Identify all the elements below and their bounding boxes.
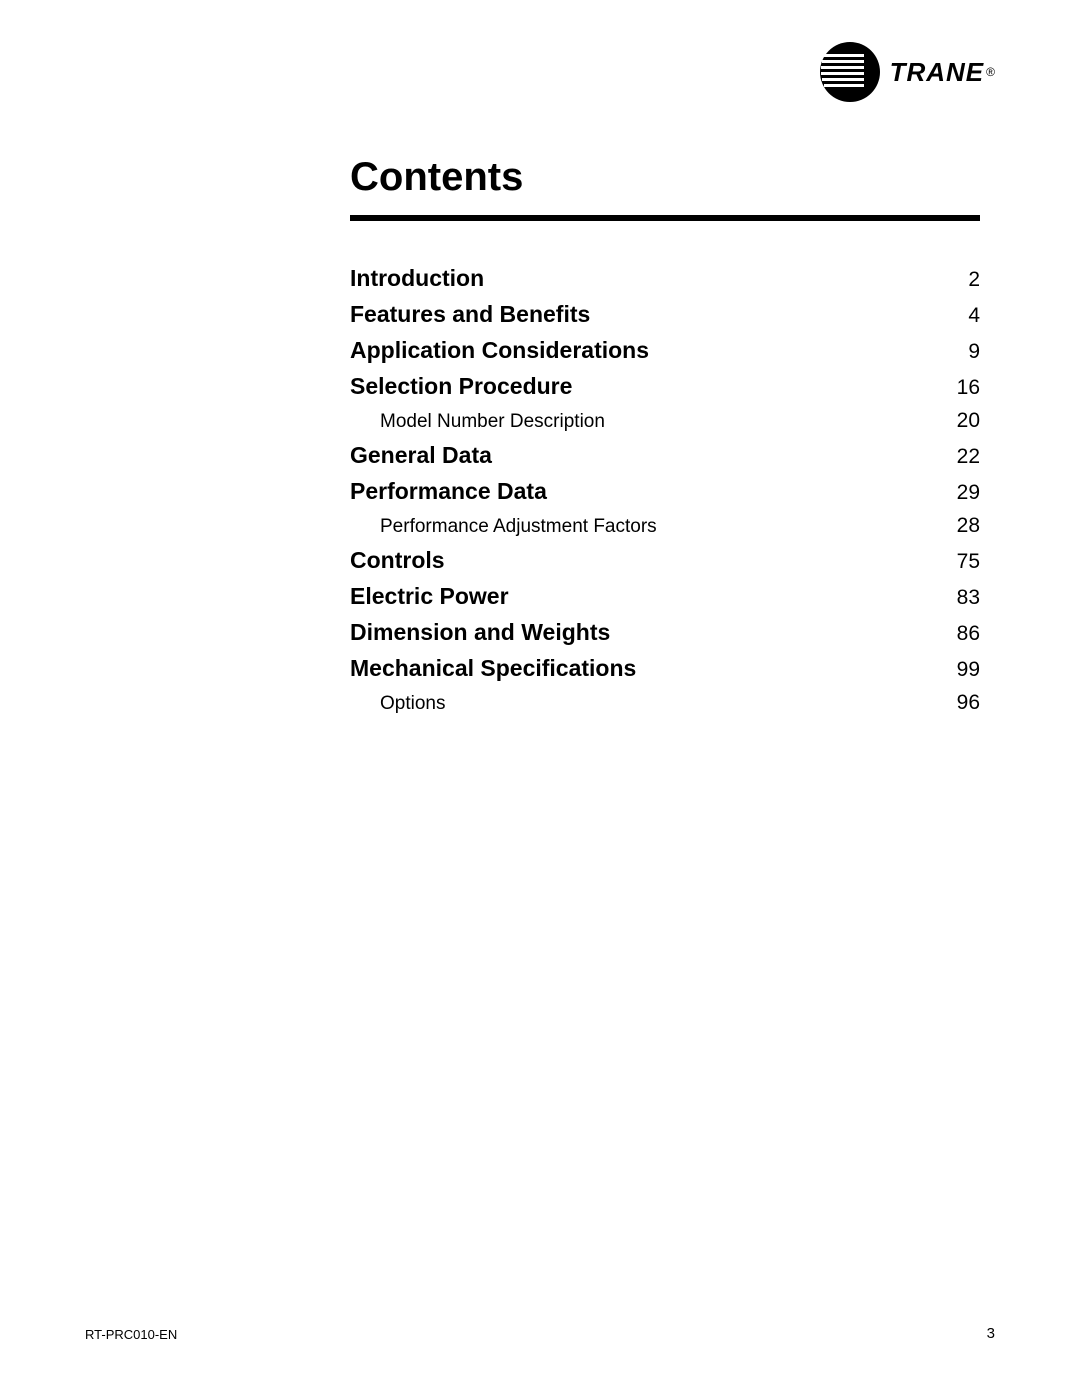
toc-entry-label: General Data xyxy=(350,437,492,473)
toc-entry: Selection Procedure 16 xyxy=(350,368,980,404)
toc-entry-page: 83 xyxy=(940,580,980,616)
toc-entry-label: Electric Power xyxy=(350,578,509,614)
toc-entry: Performance Data 29 xyxy=(350,473,980,509)
document-page: TRANE ® Contents Introduction2Features a… xyxy=(0,0,1080,1397)
toc-entry: Model Number Description 20 xyxy=(350,404,980,437)
toc-entry-page: 96 xyxy=(940,686,980,719)
registered-mark: ® xyxy=(986,65,995,79)
toc-entry-label: Dimension and Weights xyxy=(350,614,610,650)
toc-entry-page: 9 xyxy=(940,334,980,370)
toc-entry: Application Considerations 9 xyxy=(350,332,980,368)
toc-entry-page: 22 xyxy=(940,439,980,475)
table-of-contents: Introduction2Features and Benefits4Appli… xyxy=(350,260,980,719)
toc-entry-page: 16 xyxy=(940,370,980,406)
toc-entry-page: 4 xyxy=(940,298,980,334)
toc-entry-page: 29 xyxy=(940,475,980,511)
toc-entry: General Data 22 xyxy=(350,437,980,473)
toc-entry-label: Mechanical Specifications xyxy=(350,650,636,686)
toc-entry-page: 86 xyxy=(940,616,980,652)
toc-entry-label: Selection Procedure xyxy=(350,368,572,404)
toc-entry: Mechanical Specifications 99 xyxy=(350,650,980,686)
toc-entry: Introduction 2 xyxy=(350,260,980,296)
toc-entry-label: Options xyxy=(350,687,445,720)
footer-doc-id: RT-PRC010-EN xyxy=(85,1327,177,1342)
toc-entry-page: 2 xyxy=(940,262,980,298)
toc-entry-page: 75 xyxy=(940,544,980,580)
toc-entry-label: Introduction xyxy=(350,260,484,296)
footer-page-number: 3 xyxy=(987,1325,995,1342)
toc-entry-page: 99 xyxy=(940,652,980,688)
toc-entry: Electric Power 83 xyxy=(350,578,980,614)
toc-entry: Features and Benefits 4 xyxy=(350,296,980,332)
toc-entry-page: 28 xyxy=(940,509,980,542)
toc-entry-label: Model Number Description xyxy=(350,405,605,438)
toc-entry-page: 20 xyxy=(940,404,980,437)
toc-entry: Options 96 xyxy=(350,686,980,719)
toc-entry-label: Features and Benefits xyxy=(350,296,590,332)
toc-entry: Performance Adjustment Factors 28 xyxy=(350,509,980,542)
toc-entry-label: Performance Adjustment Factors xyxy=(350,510,657,543)
title-rule xyxy=(350,215,980,221)
trane-globe-icon xyxy=(818,40,882,104)
toc-entry-label: Performance Data xyxy=(350,473,547,509)
page-title: Contents xyxy=(350,155,523,200)
brand-name: TRANE xyxy=(890,57,985,88)
toc-entry-label: Controls xyxy=(350,542,445,578)
brand-logo: TRANE ® xyxy=(818,40,995,104)
toc-entry: Controls 75 xyxy=(350,542,980,578)
toc-entry: Dimension and Weights 86 xyxy=(350,614,980,650)
toc-entry-label: Application Considerations xyxy=(350,332,649,368)
